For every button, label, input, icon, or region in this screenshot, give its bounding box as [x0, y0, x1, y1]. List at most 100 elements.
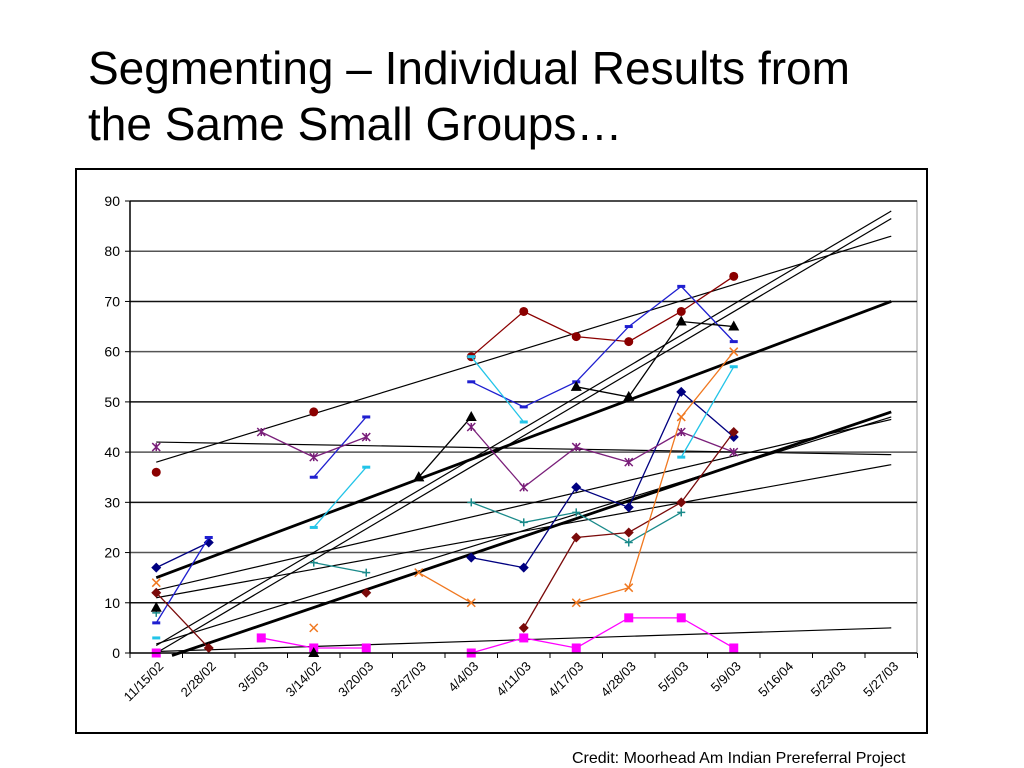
trendline — [156, 416, 892, 645]
data-point — [519, 420, 528, 424]
data-point — [677, 508, 686, 517]
data-point — [677, 284, 686, 288]
grid-layer — [129, 200, 918, 654]
x-tick-label: 5/23/03 — [808, 659, 849, 700]
student-maroon-diamond — [151, 427, 739, 653]
y-tick-label: 50 — [104, 394, 120, 410]
data-point — [570, 380, 582, 391]
y-tick-label: 90 — [104, 193, 120, 209]
data-point — [151, 578, 161, 588]
data-point — [362, 568, 371, 577]
plot-area — [129, 200, 918, 654]
data-point — [151, 467, 161, 477]
data-point — [466, 598, 476, 608]
data-point — [466, 552, 477, 563]
data-point — [624, 457, 634, 467]
data-point — [152, 621, 161, 625]
y-tick-label: 30 — [104, 494, 120, 510]
series-line — [418, 572, 472, 604]
data-point — [676, 386, 687, 397]
data-point — [729, 271, 739, 281]
x-tick-label: 3/14/02 — [283, 659, 324, 700]
data-point — [150, 601, 162, 612]
data-point — [571, 442, 581, 452]
data-point — [676, 613, 686, 623]
x-tick-label: 5/9/03 — [708, 659, 744, 695]
data-point — [728, 427, 739, 438]
x-tick-label: 4/4/03 — [445, 659, 481, 695]
data-point — [571, 332, 581, 342]
data-point — [624, 613, 634, 623]
series-line — [470, 275, 735, 358]
data-point — [413, 471, 425, 482]
data-point — [152, 636, 161, 640]
data-point — [309, 558, 318, 567]
x-tick-label: 5/27/03 — [860, 659, 901, 700]
data-point — [309, 475, 318, 479]
series-line — [313, 561, 367, 574]
data-point — [203, 642, 214, 653]
student-cyan-dash — [152, 355, 738, 640]
data-point — [465, 410, 477, 421]
x-tick-label: 5/16/04 — [755, 659, 796, 700]
series-line — [155, 537, 210, 624]
series-line — [680, 366, 735, 458]
data-point — [309, 623, 319, 633]
trendline — [156, 418, 892, 591]
credit-text: Credit: Moorhead Am Indian Prereferral P… — [572, 750, 906, 767]
data-point — [151, 442, 161, 452]
data-point — [676, 427, 686, 437]
data-point — [624, 337, 634, 347]
data-point — [676, 412, 686, 422]
trendline — [156, 235, 892, 463]
data-point — [729, 347, 739, 357]
data-point — [571, 598, 581, 608]
y-tick-label: 40 — [104, 444, 120, 460]
data-point — [729, 365, 738, 369]
data-point — [361, 432, 371, 442]
data-point — [467, 498, 476, 507]
title-line-1: Segmenting – Individual Results from — [88, 42, 850, 94]
series-line — [155, 592, 210, 649]
series-line — [471, 617, 735, 654]
data-point — [519, 518, 528, 527]
data-point — [414, 568, 424, 578]
student-dark-red-circle — [151, 271, 739, 477]
x-tick-label: 3/20/03 — [335, 659, 376, 700]
data-point — [256, 427, 266, 437]
data-point — [309, 407, 319, 417]
student-purple-star — [151, 422, 739, 492]
trendline — [155, 210, 892, 646]
x-tick-label: 3/27/03 — [388, 659, 429, 700]
data-point — [362, 465, 371, 469]
data-point — [361, 643, 371, 653]
data-point — [623, 527, 634, 538]
data-point — [571, 532, 582, 543]
data-point — [677, 455, 686, 459]
x-tick-label: 4/17/03 — [545, 659, 586, 700]
data-point — [466, 422, 476, 432]
slide-title: Segmenting – Individual Results from the… — [88, 40, 968, 152]
y-tick-label: 20 — [104, 545, 120, 561]
data-point — [203, 537, 214, 548]
student-blue-dash — [152, 284, 738, 625]
trendline-layer — [155, 210, 892, 657]
y-tick-label: 60 — [104, 344, 120, 360]
data-point — [624, 583, 634, 593]
data-point — [519, 306, 529, 316]
y-tick-label: 10 — [104, 595, 120, 611]
trendline — [171, 410, 892, 657]
data-point — [467, 355, 476, 359]
data-point — [729, 340, 738, 344]
series-line — [470, 285, 735, 408]
data-point — [518, 622, 529, 633]
student-black-triangle — [150, 315, 740, 657]
series-line — [470, 356, 525, 423]
trendline — [156, 464, 892, 599]
line-chart: 0 10 20 30 40 50 60 70 80 90 11/15/02 2/28/02 3/5/03… — [104, 193, 918, 704]
data-point — [624, 538, 633, 547]
x-tick-label: 4/11/03 — [493, 659, 534, 700]
data-point — [729, 643, 739, 653]
data-point — [518, 562, 529, 573]
series-line — [313, 466, 367, 528]
